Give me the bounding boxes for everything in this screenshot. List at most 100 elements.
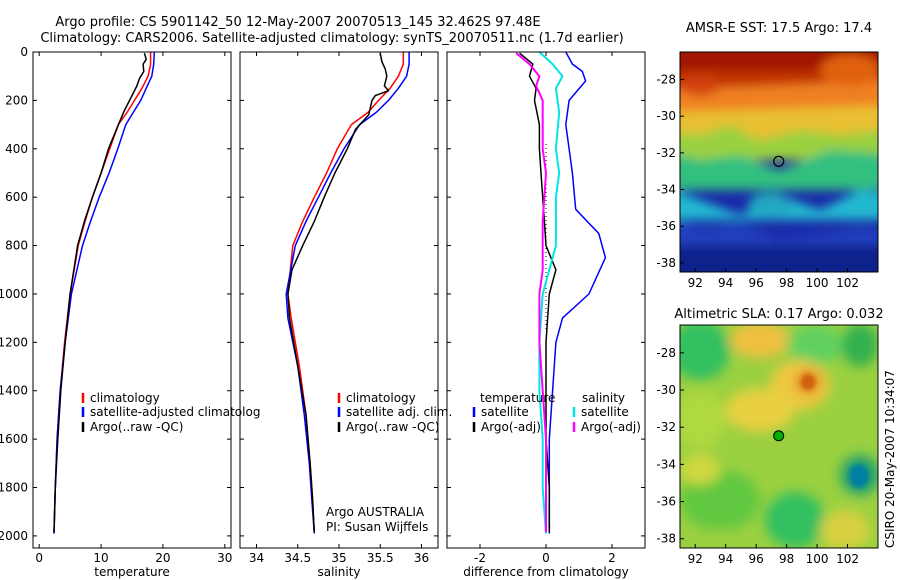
sla-map-axes: 92 94 96 98 100 102 -28 -30 -32 -34 -36 -38 xyxy=(656,346,859,566)
sst-map: AMSR-E SST: 17.5 Argo: 17.4 xyxy=(656,21,879,291)
figure-title-line-2: Climatology: CARS2006. Satellite-adjuste… xyxy=(40,31,623,46)
argo-australia-annotation: Argo AUSTRALIA xyxy=(326,505,425,519)
sla-map-title: Altimetric SLA: 0.17 Argo: 0.032 xyxy=(674,307,883,322)
map-x-tick-label: 94 xyxy=(718,276,733,290)
difference-legend: temperature salinitysatelliteArgo(-adj)sa… xyxy=(472,391,641,434)
map-y-tick-label: -28 xyxy=(656,346,676,360)
map-y-tick-label: -36 xyxy=(656,495,676,509)
sst-map-title: AMSR-E SST: 17.5 Argo: 17.4 xyxy=(686,21,872,36)
profile-panel-temperature: 0 10 20 30 temperature 0 200 400 600 800 1000 1200 1… xyxy=(0,45,232,579)
y-tick-label: 2000 xyxy=(0,529,28,543)
legend-header-temperature: temperature xyxy=(480,391,555,405)
sla-field xyxy=(680,325,878,548)
sla-map-frame xyxy=(679,324,879,549)
map-x-tick-label: 100 xyxy=(806,276,829,290)
y-tick-label: 1600 xyxy=(0,432,28,446)
y-tick-label: 200 xyxy=(5,93,28,107)
series-line-difference-3 xyxy=(515,52,547,533)
x-tick-label: 0 xyxy=(542,551,550,565)
series-line-difference-0 xyxy=(548,51,607,534)
map-x-tick-label: 98 xyxy=(779,276,794,290)
sla-map: Altimetric SLA: 0.17 Argo: 0.032 xyxy=(656,307,883,566)
map-x-tick-label: 102 xyxy=(836,276,859,290)
legend-argo-label: Argo(..raw -QC) xyxy=(90,420,183,434)
panel-frame-temperature xyxy=(32,51,232,549)
y-tick-label: 0 xyxy=(20,45,28,59)
x-tick-label: 36 xyxy=(414,551,429,565)
map-y-tick-label: -30 xyxy=(656,109,676,123)
y-tick-label: 1200 xyxy=(0,335,28,349)
map-x-tick-label: 96 xyxy=(749,276,764,290)
x-axis-label: temperature xyxy=(94,565,169,579)
legend-satellite-adj-label: satellite adj. clim. xyxy=(346,405,452,419)
x-tick-label: 34.5 xyxy=(284,551,311,565)
sla-argo-marker xyxy=(773,430,785,442)
series-line-salinity-0 xyxy=(287,52,405,534)
map-y-tick-label: -38 xyxy=(656,532,676,546)
map-x-tick-label: 92 xyxy=(688,552,703,566)
legend-argo-label: Argo(..raw -QC) xyxy=(346,420,439,434)
x-tick-label: 30 xyxy=(217,551,232,565)
legend-temp-satellite-label: satellite xyxy=(481,405,529,419)
map-x-tick-label: 100 xyxy=(806,552,829,566)
map-x-tick-label: 102 xyxy=(836,552,859,566)
series-line-difference-2 xyxy=(538,51,564,534)
figure-title-line-1: Argo profile: CS 5901142_50 12-May-2007 … xyxy=(55,15,540,30)
map-y-tick-label: -30 xyxy=(656,383,676,397)
panel-frame-salinity xyxy=(239,51,439,549)
legend-sal-argo-label: Argo(-adj) xyxy=(581,420,641,434)
legend-temp-argo-label: Argo(-adj) xyxy=(481,420,541,434)
map-y-tick-label: -38 xyxy=(656,256,676,270)
x-tick-label: 0 xyxy=(35,551,43,565)
legend-climatology-label: climatology xyxy=(346,391,416,405)
legend-sal-satellite-label: satellite xyxy=(581,405,629,419)
map-y-tick-label: -36 xyxy=(656,219,676,233)
x-tick-label: 20 xyxy=(155,551,170,565)
y-tick-label: 800 xyxy=(5,239,28,253)
map-y-tick-label: -28 xyxy=(656,73,676,87)
sst-map-axes: 92 94 96 98 100 102 -28 -30 -32 -34 -36 -38 xyxy=(656,73,859,291)
map-x-tick-label: 92 xyxy=(688,276,703,290)
map-y-tick-label: -32 xyxy=(656,420,676,434)
x-axis-label: salinity xyxy=(317,565,360,579)
sst-argo-marker xyxy=(773,155,785,167)
y-tick-label: 400 xyxy=(5,142,28,156)
x-tick-label: 34 xyxy=(249,551,264,565)
sst-map-frame xyxy=(679,51,879,273)
y-tick-label: 600 xyxy=(5,190,28,204)
profile-panel-salinity: 34 34.5 35 35.5 36 salinity xyxy=(239,51,439,579)
pi-annotation: PI: Susan Wijffels xyxy=(326,520,428,534)
y-tick-label: 1800 xyxy=(0,481,28,495)
x-tick-label: 35.5 xyxy=(367,551,394,565)
series-line-temperature-1 xyxy=(53,51,156,534)
y-tick-label: 1000 xyxy=(0,287,28,301)
map-x-tick-label: 98 xyxy=(779,552,794,566)
map-y-tick-label: -32 xyxy=(656,146,676,160)
series-line-temperature-0 xyxy=(53,52,152,534)
series-line-difference-1 xyxy=(519,52,557,533)
profile-panels: 0 10 20 30temperature0200400600800100012001… xyxy=(0,45,646,579)
x-tick-label: 2 xyxy=(608,551,616,565)
map-y-tick-label: -34 xyxy=(656,183,676,197)
x-tick-label: -2 xyxy=(474,551,486,565)
sst-field xyxy=(680,52,878,272)
legend-satellite-adjusted-label: satellite-adjusted climatolog xyxy=(90,405,260,419)
legend-climatology-label: climatology xyxy=(90,391,160,405)
y-tick-label: 1400 xyxy=(0,384,28,398)
series-line-temperature-2 xyxy=(53,52,147,533)
legend-header-salinity: salinity xyxy=(582,391,625,405)
map-x-tick-label: 94 xyxy=(718,552,733,566)
series-line-salinity-1 xyxy=(285,52,410,534)
credit-text: CSIRO 20-May-2007 10:34:07 xyxy=(883,370,897,548)
x-tick-label: 10 xyxy=(93,551,108,565)
series-line-salinity-2 xyxy=(287,53,390,533)
x-axis-label: difference from climatology xyxy=(463,565,629,579)
map-x-tick-label: 96 xyxy=(749,552,764,566)
map-y-tick-label: -34 xyxy=(656,457,676,471)
x-tick-label: 35 xyxy=(331,551,346,565)
